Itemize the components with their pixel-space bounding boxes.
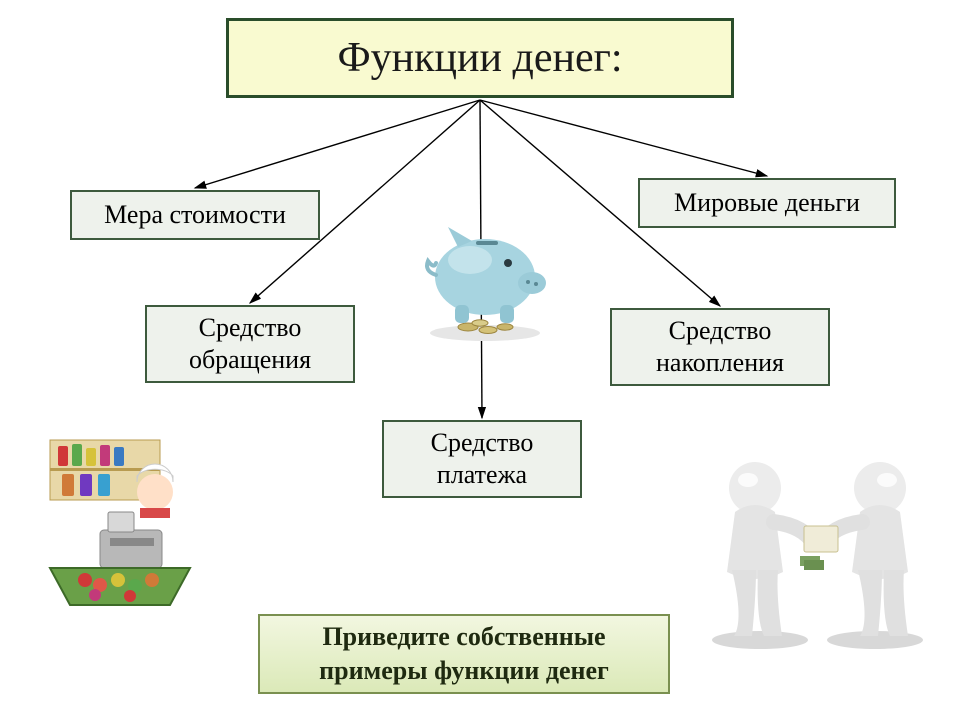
node-sredstvo-nakopleniya: Средство накопления: [610, 308, 830, 386]
prompt-text: Приведите собственные примеры функции де…: [276, 620, 652, 688]
prompt-box: Приведите собственные примеры функции де…: [258, 614, 670, 694]
node-mera-stoimosti: Мера стоимости: [70, 190, 320, 240]
title-box: Функции денег:: [226, 18, 734, 98]
piggy-bank-illustration: [410, 205, 560, 345]
shop-illustration: [40, 430, 255, 615]
node-label: Средство платежа: [400, 427, 564, 492]
node-label: Средство обращения: [163, 312, 337, 377]
node-sredstvo-obrashcheniya: Средство обращения: [145, 305, 355, 383]
node-label: Мировые деньги: [674, 187, 860, 220]
node-mirovye-dengi: Мировые деньги: [638, 178, 896, 228]
node-label: Средство накопления: [628, 315, 812, 380]
title-text: Функции денег:: [337, 34, 622, 82]
node-label: Мера стоимости: [104, 199, 286, 232]
node-sredstvo-platezha: Средство платежа: [382, 420, 582, 498]
figures-exchange-illustration: [700, 440, 935, 655]
